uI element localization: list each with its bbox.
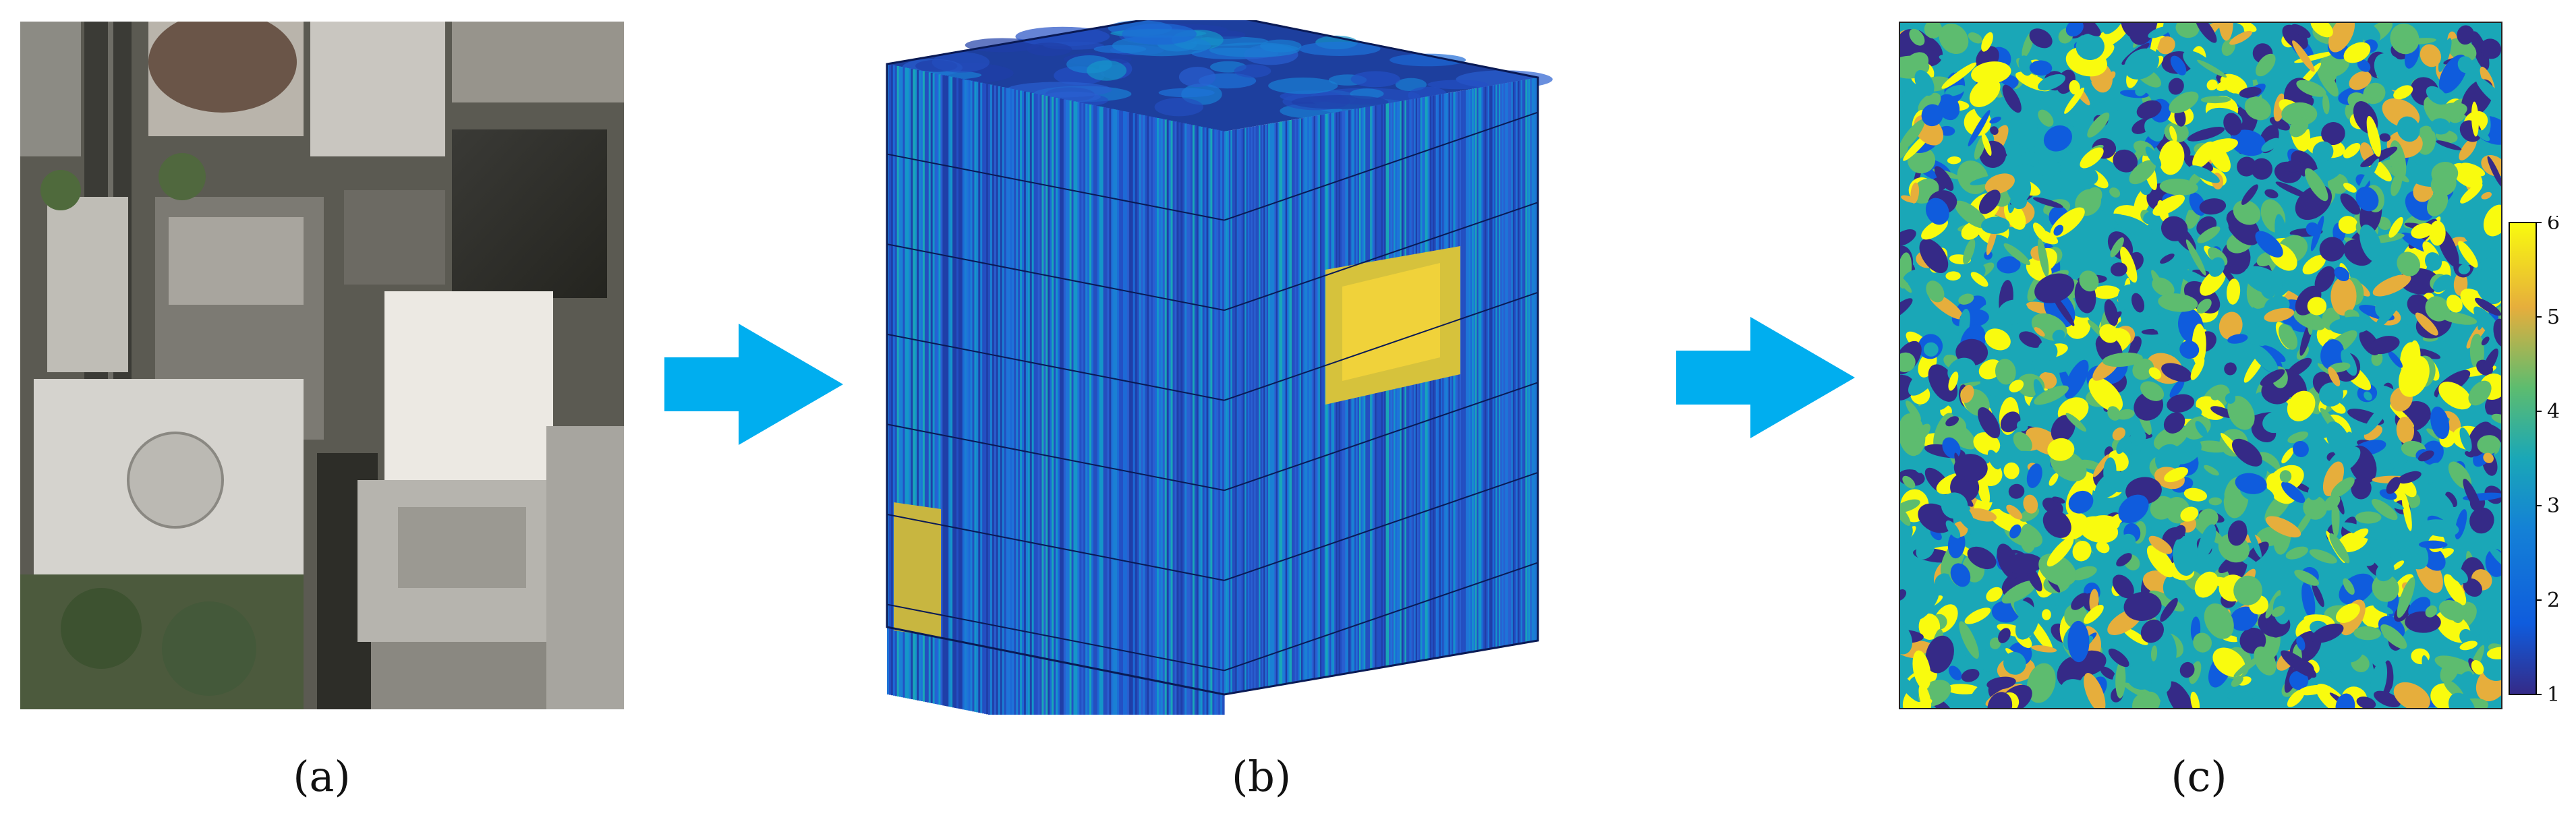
colorbar-tick-label: 5 <box>2547 305 2560 329</box>
aerial-image-panel <box>20 22 624 709</box>
caption-a: (a) <box>293 752 351 801</box>
aerial-image <box>20 22 624 709</box>
colorbar-gradient <box>2509 222 2537 695</box>
colorbar: 1 2 3 4 5 6 <box>2508 216 2572 715</box>
right-arrow-icon <box>1676 310 1855 445</box>
colorbar-tick-label: 1 <box>2547 683 2560 707</box>
hyperspectral-cube-panel <box>877 20 1659 715</box>
classification-map <box>1899 22 2502 709</box>
caption-b: (b) <box>1231 752 1292 801</box>
hyperspectral-cube <box>886 20 1553 715</box>
colorbar-tick-label: 4 <box>2547 400 2560 423</box>
colorbar-tick-label: 6 <box>2547 216 2560 235</box>
caption-c: (c) <box>2171 752 2227 801</box>
colorbar-tick-label: 2 <box>2547 589 2560 612</box>
classification-map-panel <box>1899 22 2502 709</box>
right-arrow-icon <box>664 317 843 452</box>
colorbar-tick-label: 3 <box>2547 494 2560 518</box>
